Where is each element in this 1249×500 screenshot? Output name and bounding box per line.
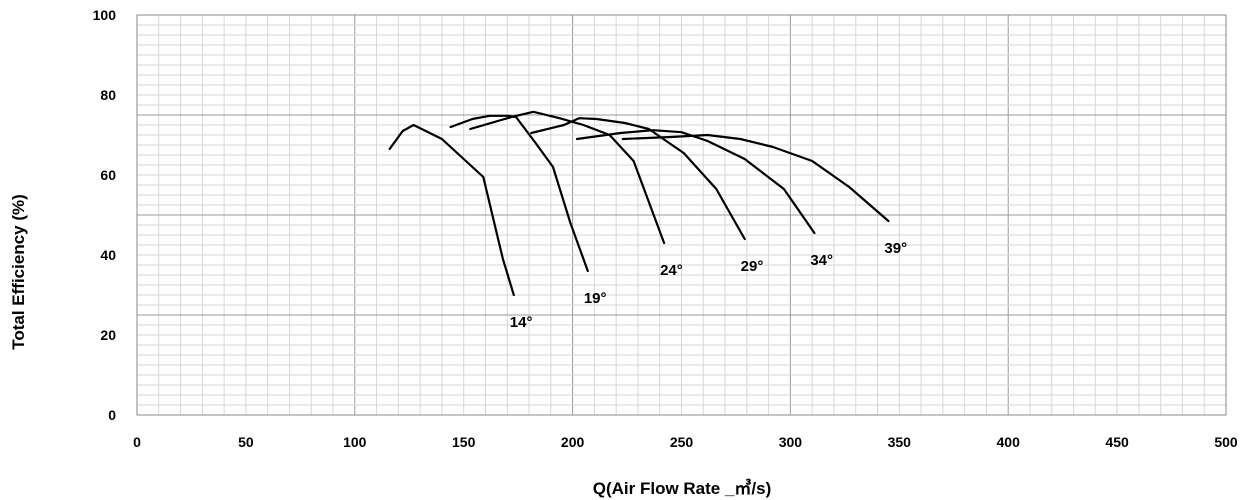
y-tick-label: 0 <box>108 407 116 423</box>
x-tick-label: 400 <box>997 434 1021 450</box>
x-axis-title: Q(Air Flow Rate _㎥/s) <box>593 478 772 498</box>
y-tick-label: 80 <box>100 87 116 103</box>
plot-frame <box>136 14 1227 416</box>
series-label: 29° <box>741 258 764 275</box>
series-line <box>449 114 589 273</box>
x-tick-label: 200 <box>561 434 585 450</box>
series-line <box>388 123 515 297</box>
y-axis-title: Total Efficiency (%) <box>9 194 28 350</box>
series-line <box>621 133 890 223</box>
series-label: 39° <box>884 240 907 257</box>
series-label: 19° <box>584 290 607 307</box>
y-tick-label: 100 <box>93 7 117 23</box>
x-axis-ticks: 0 50 100 150 200 250 300 350 400 450 500 <box>133 434 1238 450</box>
series-label: 24° <box>660 262 683 279</box>
x-tick-label: 50 <box>238 434 254 450</box>
series-line <box>530 117 746 241</box>
x-tick-label: 100 <box>343 434 367 450</box>
series-label: 34° <box>810 252 833 269</box>
x-tick-label: 450 <box>1105 434 1129 450</box>
x-tick-label: 500 <box>1214 434 1238 450</box>
x-tick-label: 300 <box>779 434 803 450</box>
x-tick-label: 250 <box>670 434 694 450</box>
series-line <box>575 129 816 235</box>
series-curves <box>388 110 890 297</box>
series-labels: 14° 19° 24° 29° 34° 39° <box>510 240 907 331</box>
y-tick-label: 20 <box>100 327 116 343</box>
y-axis-ticks: 0 20 40 60 80 100 <box>93 7 117 423</box>
x-tick-label: 0 <box>133 434 141 450</box>
y-tick-label: 40 <box>100 247 116 263</box>
x-tick-label: 350 <box>888 434 912 450</box>
y-tick-label: 60 <box>100 167 116 183</box>
x-tick-label: 150 <box>452 434 476 450</box>
series-label: 14° <box>510 314 533 331</box>
grid <box>136 14 1227 416</box>
